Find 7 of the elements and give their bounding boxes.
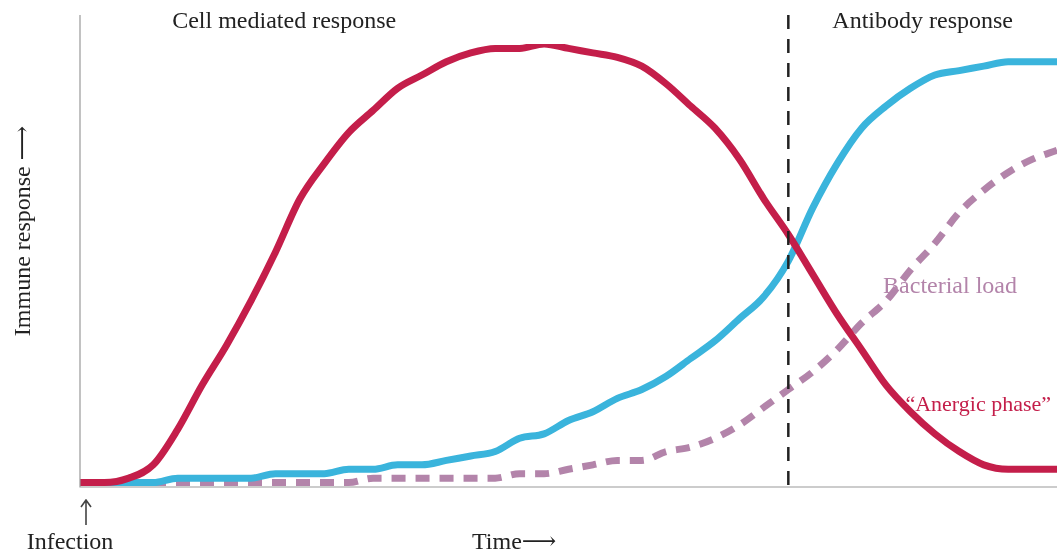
series-label: “Anergic phase” (905, 390, 1051, 416)
x-axis-title: Time⟶ (472, 528, 557, 553)
text: Antibody response (832, 7, 1013, 34)
text: Cell mediated response (172, 7, 397, 34)
series-label: Bacterial load (883, 272, 1017, 299)
text: Infection (26, 528, 114, 553)
y-axis-title: Immune response ⟶ (9, 125, 36, 337)
